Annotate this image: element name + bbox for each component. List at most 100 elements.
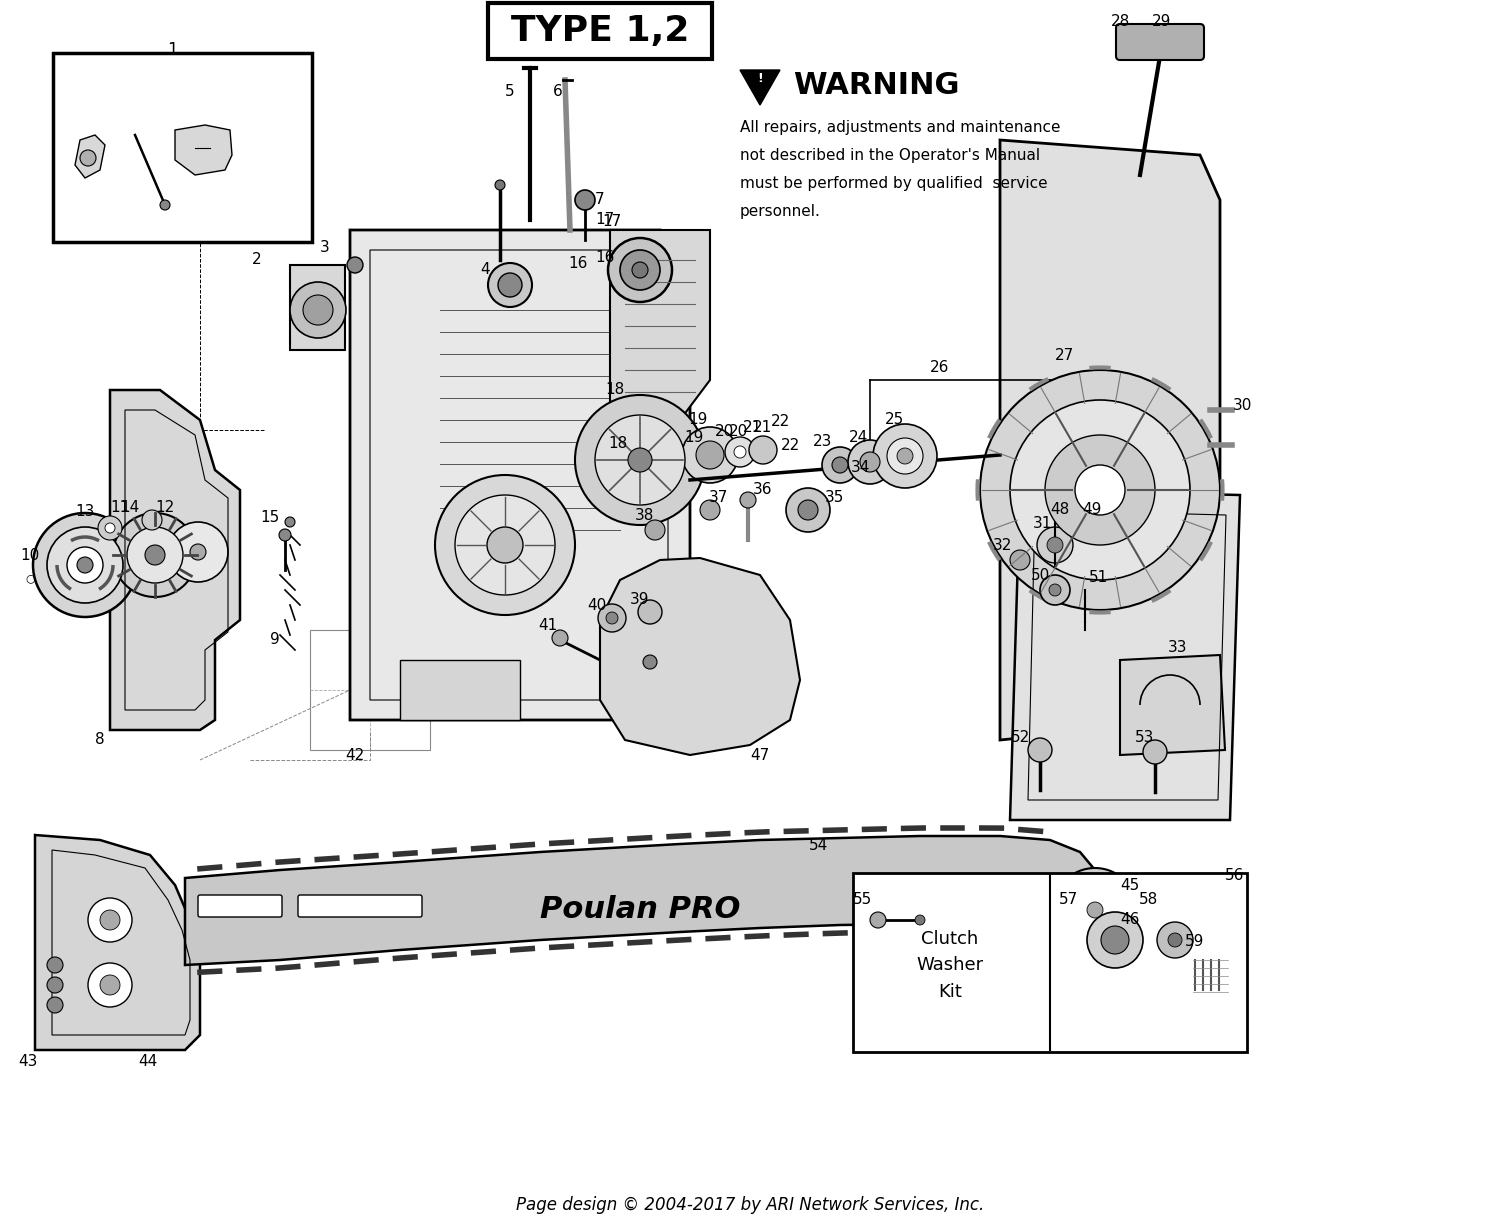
Circle shape: [847, 439, 892, 484]
Text: 47: 47: [750, 747, 770, 762]
Circle shape: [33, 513, 136, 617]
Circle shape: [1036, 527, 1072, 563]
Text: 36: 36: [753, 483, 772, 497]
Text: 25: 25: [885, 412, 904, 427]
Circle shape: [1047, 537, 1064, 553]
FancyBboxPatch shape: [198, 895, 282, 917]
Circle shape: [146, 545, 165, 565]
Circle shape: [98, 516, 122, 540]
Circle shape: [76, 556, 93, 572]
Text: ○: ○: [26, 572, 34, 583]
Circle shape: [1168, 933, 1182, 947]
Circle shape: [1088, 902, 1102, 918]
Circle shape: [1046, 435, 1155, 545]
Circle shape: [786, 487, 830, 532]
Circle shape: [1088, 912, 1143, 968]
Text: TYPE 1,2: TYPE 1,2: [512, 14, 688, 48]
Circle shape: [700, 500, 720, 519]
Circle shape: [632, 262, 648, 278]
Circle shape: [46, 527, 123, 603]
Text: 20: 20: [716, 425, 735, 439]
Text: 13: 13: [75, 505, 94, 519]
Text: 5: 5: [506, 85, 515, 100]
Circle shape: [740, 492, 756, 508]
Text: 35: 35: [825, 490, 844, 506]
Circle shape: [873, 423, 938, 487]
Circle shape: [596, 415, 686, 505]
Text: must be performed by qualified  service: must be performed by qualified service: [740, 176, 1047, 191]
Text: 26: 26: [930, 361, 950, 375]
Text: 1: 1: [166, 41, 177, 59]
Circle shape: [346, 257, 363, 273]
Circle shape: [1076, 890, 1114, 929]
Circle shape: [498, 273, 522, 297]
Text: 41: 41: [538, 618, 558, 634]
Circle shape: [279, 529, 291, 540]
Polygon shape: [740, 70, 780, 105]
Circle shape: [488, 263, 532, 307]
Circle shape: [88, 897, 132, 942]
Circle shape: [80, 150, 96, 166]
Circle shape: [46, 997, 63, 1013]
Circle shape: [859, 452, 880, 471]
Text: 18: 18: [609, 436, 627, 451]
Text: 24: 24: [849, 431, 867, 446]
Text: personnel.: personnel.: [740, 204, 821, 219]
Text: !: !: [758, 71, 764, 85]
Circle shape: [1010, 550, 1031, 570]
Text: 48: 48: [1050, 502, 1070, 517]
Text: 11: 11: [111, 501, 129, 516]
Text: 18: 18: [606, 383, 624, 398]
Polygon shape: [1120, 655, 1226, 755]
Polygon shape: [110, 390, 240, 730]
Circle shape: [100, 910, 120, 929]
Text: 20: 20: [729, 425, 747, 439]
Text: 3: 3: [320, 240, 330, 256]
Circle shape: [552, 630, 568, 646]
Text: 23: 23: [813, 435, 832, 449]
Circle shape: [495, 180, 506, 190]
Polygon shape: [1000, 140, 1219, 740]
Circle shape: [870, 912, 886, 928]
Circle shape: [833, 457, 848, 473]
Circle shape: [454, 495, 555, 595]
Text: 34: 34: [850, 460, 870, 475]
Polygon shape: [75, 135, 105, 178]
Text: 30: 30: [1233, 398, 1251, 412]
Circle shape: [488, 527, 524, 563]
Circle shape: [290, 282, 346, 339]
Text: 46: 46: [1120, 912, 1140, 927]
Text: 38: 38: [636, 508, 654, 523]
Circle shape: [638, 599, 662, 624]
FancyBboxPatch shape: [298, 895, 422, 917]
Text: 2: 2: [252, 252, 262, 267]
Circle shape: [88, 963, 132, 1007]
Circle shape: [46, 977, 63, 993]
Circle shape: [1076, 465, 1125, 515]
Text: 57: 57: [1059, 892, 1077, 907]
Text: 21: 21: [753, 421, 771, 436]
Circle shape: [46, 956, 63, 972]
Text: 9: 9: [270, 633, 280, 648]
Text: 16: 16: [596, 250, 615, 266]
Circle shape: [645, 519, 664, 540]
Polygon shape: [610, 230, 710, 420]
Circle shape: [1040, 575, 1070, 604]
Text: 40: 40: [588, 598, 606, 613]
Circle shape: [822, 447, 858, 483]
Polygon shape: [176, 126, 232, 175]
Text: All repairs, adjustments and maintenance: All repairs, adjustments and maintenance: [740, 119, 1060, 135]
Circle shape: [285, 517, 296, 527]
Circle shape: [886, 438, 922, 474]
Text: 16: 16: [568, 256, 588, 271]
Text: 45: 45: [1120, 878, 1140, 892]
Text: 52: 52: [1011, 730, 1029, 746]
Circle shape: [1156, 922, 1192, 958]
Text: 22: 22: [780, 437, 800, 453]
Text: 50: 50: [1030, 567, 1050, 582]
Text: 6: 6: [554, 85, 562, 100]
Text: 54: 54: [808, 837, 828, 853]
Circle shape: [1053, 868, 1137, 952]
Circle shape: [682, 427, 738, 483]
Text: 44: 44: [138, 1055, 158, 1070]
